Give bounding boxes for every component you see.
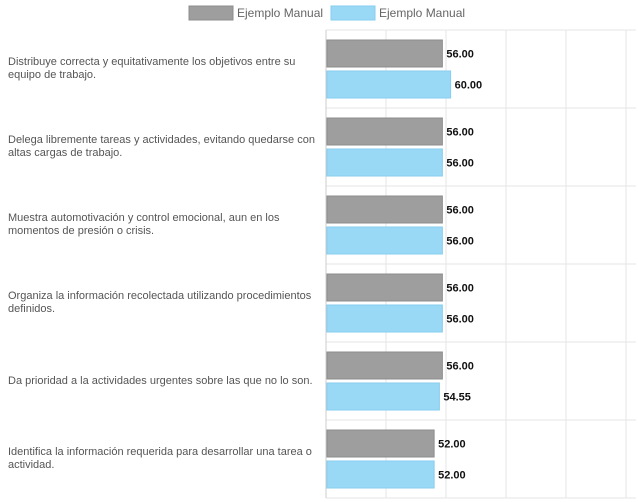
data-label: 56.00 <box>446 283 474 295</box>
data-label: 56.00 <box>446 361 474 373</box>
bar-series-2 <box>326 148 443 177</box>
legend-label-1[interactable]: Ejemplo Manual <box>237 6 323 20</box>
category-label: Identifica la información requerida para… <box>8 446 312 471</box>
data-label: 60.00 <box>455 80 483 92</box>
category-label: Da prioridad a la actividades urgentes s… <box>8 374 313 387</box>
data-label: 56.00 <box>446 127 474 139</box>
legend-label-2[interactable]: Ejemplo Manual <box>379 6 465 20</box>
data-label: 56.00 <box>446 236 474 248</box>
data-label: 52.00 <box>438 439 466 451</box>
bar-series-2 <box>326 382 440 411</box>
legend-swatch-1[interactable] <box>188 5 234 21</box>
data-label: 56.00 <box>446 205 474 217</box>
bar-series-1 <box>326 429 435 458</box>
bar-series-1 <box>326 351 443 380</box>
bar-series-1 <box>326 195 443 224</box>
bar-series-2 <box>326 226 443 255</box>
data-label: 56.00 <box>446 158 474 170</box>
category-label: Delega libremente tareas y actividades, … <box>8 134 315 159</box>
category-label: Distribuye correcta y equitativamente lo… <box>8 56 296 81</box>
bar-series-2 <box>326 304 443 333</box>
bar-series-1 <box>326 39 443 68</box>
bar-series-1 <box>326 117 443 146</box>
data-label: 56.00 <box>446 314 474 326</box>
category-label: Organiza la información recolectada util… <box>8 290 312 315</box>
data-label: 54.55 <box>443 392 471 404</box>
bar-series-2 <box>326 460 435 489</box>
category-label: Muestra automotivación y control emocion… <box>8 212 280 237</box>
data-label: 56.00 <box>446 49 474 61</box>
data-label: 52.00 <box>438 470 466 482</box>
bar-series-1 <box>326 273 443 302</box>
legend-swatch-2[interactable] <box>330 5 376 21</box>
bar-series-2 <box>326 70 452 99</box>
